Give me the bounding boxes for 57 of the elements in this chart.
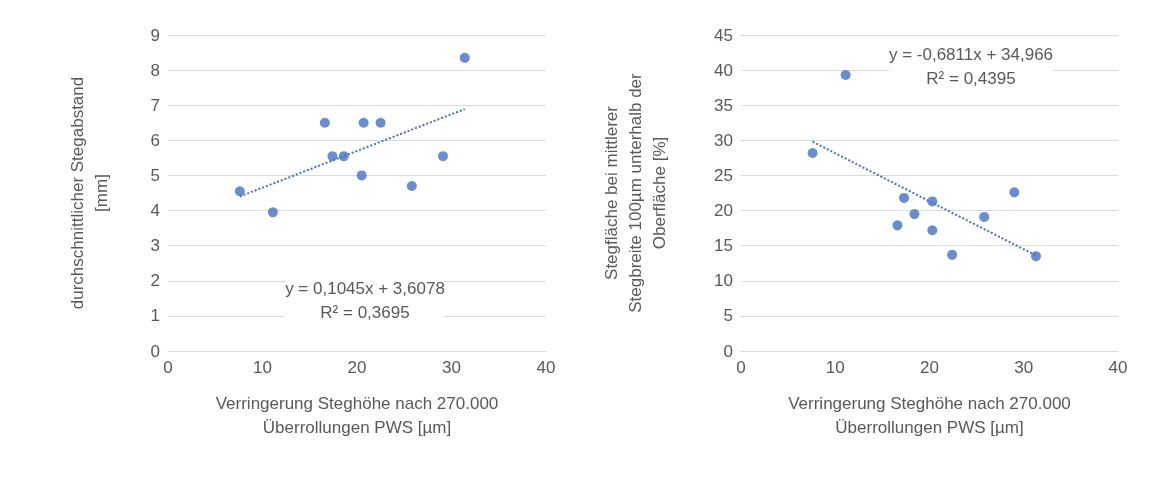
- y-tick-label: 6: [150, 130, 160, 150]
- point: [909, 209, 920, 220]
- x-tick-label: 40: [1108, 358, 1128, 377]
- x-tick-label: 40: [536, 358, 556, 377]
- point: [319, 117, 330, 128]
- point: [338, 151, 349, 162]
- point: [406, 180, 417, 191]
- y-tick-label: 15: [714, 236, 733, 256]
- y-tick-label: 0: [723, 341, 733, 361]
- y-tick-label: 3: [150, 236, 160, 256]
- point: [840, 70, 851, 81]
- y-tick-label: 5: [150, 165, 160, 185]
- y-tick-label: 9: [150, 25, 160, 45]
- annotation: y = -0,6811x + 34,966 R² = 0,4395: [888, 44, 1054, 88]
- point: [267, 207, 278, 218]
- point: [1031, 251, 1041, 262]
- y-tick-label: 45: [714, 25, 733, 45]
- y-axis-title: Stegfläche bei mittlerer Stegbreite 100µm unterhalb der Oberfläche [%]: [601, 72, 669, 313]
- y-tick-label: 20: [714, 201, 733, 221]
- point: [899, 192, 910, 203]
- y-tick-label: 0: [150, 341, 160, 361]
- point: [358, 117, 369, 128]
- x-tick-label: 30: [1014, 358, 1034, 377]
- y-tick-label: 30: [714, 130, 733, 150]
- x-tick-label: 20: [920, 358, 939, 377]
- point: [1009, 187, 1020, 198]
- y-axis-title: durchschnittlicher Stegabstand [mm]: [67, 76, 111, 310]
- y-tick-label: 5: [723, 306, 733, 326]
- point: [327, 151, 338, 162]
- x-axis-title: Verringerung Steghöhe nach 270.000 Überrollungen PWS [µm]: [788, 393, 1071, 437]
- y-tick-label: 2: [150, 271, 160, 291]
- point: [892, 220, 903, 231]
- y-tick-label: 10: [714, 271, 733, 291]
- y-tick-label: 1: [150, 306, 160, 326]
- point: [459, 52, 470, 63]
- x-tick-label: 0: [736, 358, 746, 377]
- x-axis-title: Verringerung Steghöhe nach 270.000 Überrollungen PWS [µm]: [215, 393, 499, 437]
- y-tick-label: 8: [150, 60, 160, 80]
- point: [979, 211, 990, 222]
- y-tick-label: 4: [150, 201, 160, 221]
- y-tick-label: 35: [714, 95, 733, 115]
- x-tick-label: 30: [442, 358, 461, 377]
- point: [356, 170, 367, 181]
- point: [947, 249, 958, 260]
- point: [438, 151, 448, 162]
- y-tick-label: 40: [714, 60, 733, 80]
- point: [927, 225, 938, 236]
- point: [807, 147, 818, 158]
- point: [234, 186, 245, 197]
- x-tick-label: 0: [163, 358, 173, 377]
- x-tick-label: 20: [347, 358, 367, 377]
- y-tick-label: 7: [150, 95, 160, 115]
- x-tick-label: 10: [825, 358, 845, 377]
- x-tick-label: 10: [253, 358, 272, 377]
- annotation: y = 0,1045x + 3,6078 R² = 0,3695: [285, 278, 445, 322]
- point: [375, 117, 386, 128]
- y-tick-label: 25: [714, 165, 733, 185]
